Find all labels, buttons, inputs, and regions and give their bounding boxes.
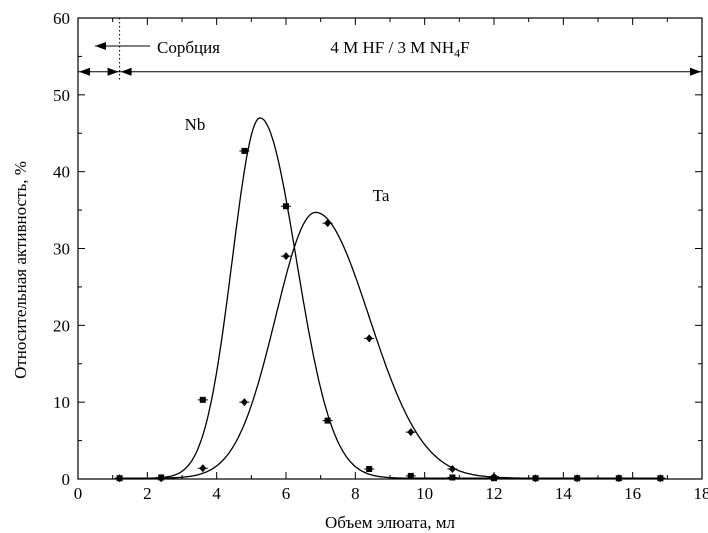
data-point-ta xyxy=(199,464,207,473)
data-point-nb xyxy=(199,396,206,403)
data-point-nb xyxy=(366,466,373,473)
series-label-nb: Nb xyxy=(185,115,206,134)
axis-ticks: 0 2 4 6 8 10 12 14 16 18 0 10 20 30 40 50 60 xyxy=(53,9,708,503)
eluent-label-main: 4 M HF / 3 M NH xyxy=(330,38,454,57)
data-point-nb xyxy=(241,147,248,154)
x-tick-label: 6 xyxy=(282,484,291,503)
eluent-label-subscript: 4 xyxy=(454,46,460,60)
data-point-nb xyxy=(283,203,289,210)
data-point-nb xyxy=(324,417,331,424)
eluent-zone-arrow-left xyxy=(120,67,132,76)
data-point-ta xyxy=(324,219,332,228)
sorption-label: Сорбция xyxy=(157,38,220,57)
data-point-ta xyxy=(573,474,581,483)
fit-curves xyxy=(119,117,661,479)
data-point-ta xyxy=(240,398,248,407)
annotations xyxy=(78,18,702,80)
x-tick-label: 18 xyxy=(694,484,708,503)
x-tick-label: 0 xyxy=(74,484,83,503)
x-tick-label: 2 xyxy=(143,484,152,503)
x-tick-label: 8 xyxy=(351,484,360,503)
data-point-nb xyxy=(449,474,456,481)
data-markers xyxy=(114,147,666,483)
x-tick-label: 12 xyxy=(486,484,503,503)
x-tick-label: 16 xyxy=(624,484,641,503)
sorption-zone-arrow-left xyxy=(79,67,90,76)
data-point-ta xyxy=(448,465,456,474)
eluent-zone-arrow-right xyxy=(690,67,701,76)
eluent-label-end: F xyxy=(460,38,469,57)
data-point-ta xyxy=(365,334,373,343)
sorption-pointer-head xyxy=(95,42,106,50)
data-point-nb xyxy=(407,472,414,479)
data-point-ta xyxy=(407,428,415,437)
x-tick-label: 10 xyxy=(416,484,433,503)
plot-frame xyxy=(77,17,703,480)
data-point-ta xyxy=(615,474,623,483)
x-tick-label: 14 xyxy=(555,484,573,503)
y-axis-label: Относительная активность, % xyxy=(11,161,30,379)
x-tick-label: 4 xyxy=(212,484,221,503)
series-label-ta: Ta xyxy=(373,186,390,205)
fit-curve-nb xyxy=(119,117,661,479)
data-point-ta xyxy=(532,474,540,483)
data-point-ta xyxy=(656,474,664,483)
y-tick-label: 60 xyxy=(53,9,70,28)
y-tick-label: 0 xyxy=(62,470,71,489)
data-point-ta xyxy=(282,252,290,261)
y-tick-label: 30 xyxy=(53,240,70,259)
y-tick-label: 40 xyxy=(53,163,70,182)
x-axis-label: Объем элюата, мл xyxy=(325,513,456,532)
y-tick-label: 10 xyxy=(53,393,70,412)
data-point-ta xyxy=(116,474,124,483)
y-tick-label: 50 xyxy=(53,86,70,105)
eluent-label: 4 M HF / 3 M NH4F xyxy=(330,38,469,60)
data-point-ta xyxy=(157,474,165,483)
y-tick-label: 20 xyxy=(53,316,70,335)
sorption-zone-arrow-right xyxy=(107,67,119,76)
fit-curve-ta xyxy=(119,211,661,479)
